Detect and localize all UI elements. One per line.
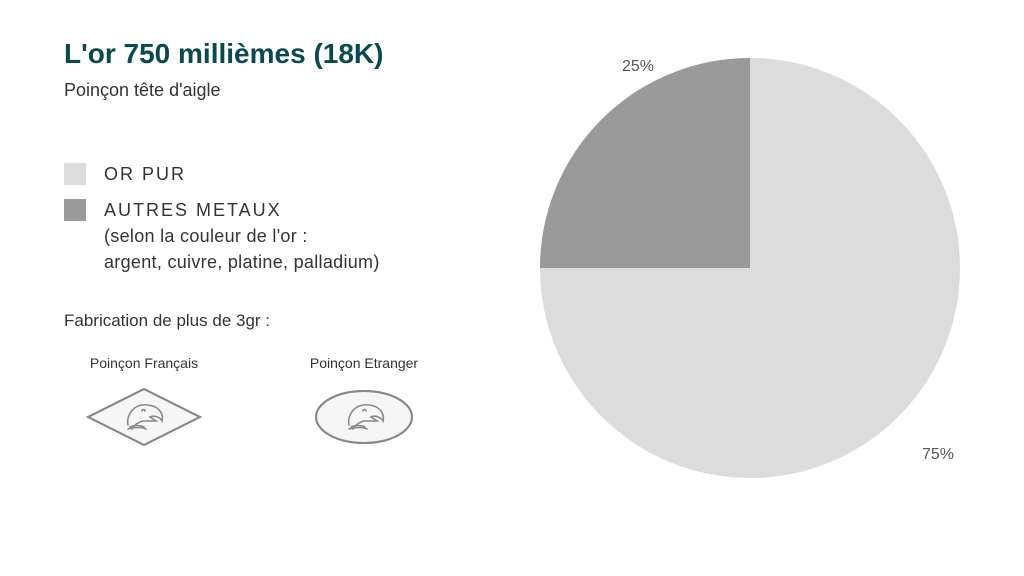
legend-primary-label: OR PUR	[104, 161, 186, 187]
hallmark-caption: Poinçon Etranger	[284, 355, 444, 371]
legend-swatch	[64, 163, 86, 185]
hallmarks-row: Poinçon Français Poinçon Etranger	[64, 355, 494, 449]
page-title: L'or 750 millièmes (18K)	[64, 38, 494, 70]
page-root: L'or 750 millièmes (18K) Poinçon tête d'…	[0, 0, 1024, 576]
page-subtitle: Poinçon tête d'aigle	[64, 80, 494, 101]
pie-slice-label: 75%	[922, 446, 954, 464]
pie-svg	[530, 48, 970, 488]
hallmark-french-icon	[84, 385, 204, 449]
legend-primary-label: AUTRES METAUX	[104, 197, 380, 223]
legend-note-line: argent, cuivre, platine, palladium)	[104, 249, 380, 275]
legend-item-or-pur: OR PUR	[64, 161, 494, 187]
hallmark-french: Poinçon Français	[64, 355, 224, 449]
legend-text: AUTRES METAUX (selon la couleur de l'or …	[104, 197, 380, 275]
pie-chart: 75% 25%	[530, 48, 970, 488]
legend-swatch	[64, 199, 86, 221]
hallmark-foreign: Poinçon Etranger	[284, 355, 444, 449]
hallmark-caption: Poinçon Français	[64, 355, 224, 371]
right-column: 75% 25%	[500, 48, 1000, 548]
left-column: L'or 750 millièmes (18K) Poinçon tête d'…	[64, 38, 494, 449]
legend-item-autres-metaux: AUTRES METAUX (selon la couleur de l'or …	[64, 197, 494, 275]
legend-note-line: (selon la couleur de l'or :	[104, 223, 380, 249]
fabrication-label: Fabrication de plus de 3gr :	[64, 311, 494, 331]
legend-text: OR PUR	[104, 161, 186, 187]
hallmark-foreign-icon	[309, 385, 419, 449]
pie-slice-label: 25%	[622, 58, 654, 76]
legend: OR PUR AUTRES METAUX (selon la couleur d…	[64, 161, 494, 275]
